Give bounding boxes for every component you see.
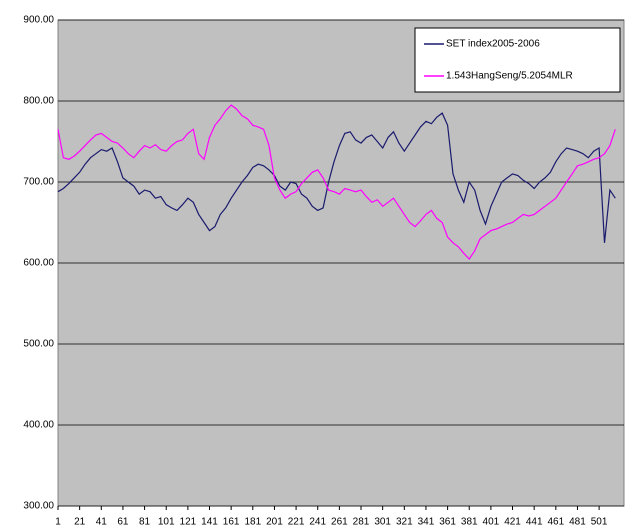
x-tick-label: 81 xyxy=(139,517,151,528)
y-tick-label: 800.00 xyxy=(23,96,54,107)
y-tick-label: 600.00 xyxy=(23,258,54,269)
x-tick-label: 441 xyxy=(526,517,543,528)
series-line xyxy=(57,104,616,260)
y-tick-label: 300.00 xyxy=(23,501,54,512)
y-tick-label: 700.00 xyxy=(23,177,54,188)
x-tick-label: 221 xyxy=(288,517,305,528)
y-tick-label: 400.00 xyxy=(23,420,54,431)
x-tick-label: 461 xyxy=(547,517,564,528)
x-tick-label: 301 xyxy=(374,517,391,528)
y-tick-label: 900.00 xyxy=(23,15,54,26)
legend: SET index2005-2006 1.543HangSeng/5.2054ML… xyxy=(414,27,621,93)
x-tick-label: 361 xyxy=(439,517,456,528)
x-tick-label: 141 xyxy=(201,517,218,528)
x-tick-label: 381 xyxy=(461,517,478,528)
legend-label: 1.543HangSeng/5.2054MLR xyxy=(446,71,573,82)
x-tick-label: 121 xyxy=(180,517,197,528)
x-tick-label: 101 xyxy=(158,517,175,528)
y-tick-label: 500.00 xyxy=(23,339,54,350)
x-tick-label: 261 xyxy=(331,517,348,528)
legend-box xyxy=(414,27,621,93)
x-tick-label: 481 xyxy=(569,517,586,528)
x-tick-label: 501 xyxy=(591,517,608,528)
x-tick-label: 181 xyxy=(244,517,261,528)
x-tick-label: 41 xyxy=(96,517,108,528)
legend-label: SET index2005-2006 xyxy=(446,39,540,50)
x-tick-label: 341 xyxy=(418,517,435,528)
x-tick-label: 321 xyxy=(396,517,413,528)
x-tick-label: 161 xyxy=(223,517,240,528)
x-tick-label: 21 xyxy=(74,517,86,528)
x-tick-label: 201 xyxy=(266,517,283,528)
x-tick-label: 1 xyxy=(55,517,61,528)
x-tick-label: 241 xyxy=(309,517,326,528)
x-tick-label: 401 xyxy=(483,517,500,528)
series-line xyxy=(57,112,616,243)
x-tick-label: 281 xyxy=(353,517,370,528)
x-tick-label: 61 xyxy=(117,517,129,528)
x-tick-label: 421 xyxy=(504,517,521,528)
